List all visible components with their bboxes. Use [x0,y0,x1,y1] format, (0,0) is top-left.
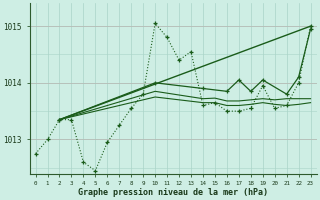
X-axis label: Graphe pression niveau de la mer (hPa): Graphe pression niveau de la mer (hPa) [78,188,268,197]
